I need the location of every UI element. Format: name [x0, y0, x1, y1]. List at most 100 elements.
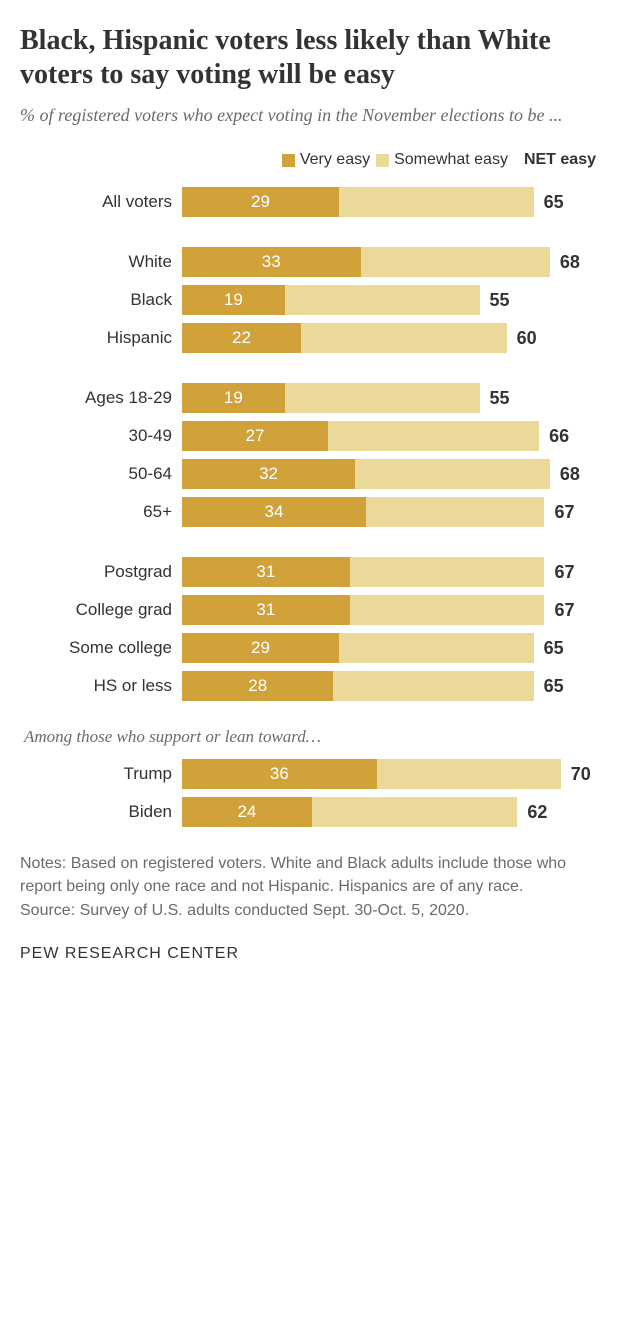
chart-row: 30-4927 66	[20, 417, 604, 455]
bar-segment-somewhat-easy	[355, 459, 550, 489]
bar-segment-somewhat-easy	[361, 247, 550, 277]
bar-area: 31 67	[182, 595, 604, 625]
row-label: Postgrad	[20, 562, 182, 582]
chart-row: All voters29 65	[20, 183, 604, 221]
row-label: 50-64	[20, 464, 182, 484]
bar-segment-somewhat-easy	[377, 759, 561, 789]
bar-area: 36 70	[182, 759, 604, 789]
bar-area: 27 66	[182, 421, 604, 451]
bar-segment-very-easy: 31	[182, 595, 350, 625]
bar-area: 22 60	[182, 323, 604, 353]
chart-group: All voters29 65	[20, 183, 604, 221]
bar-segment-very-easy: 28	[182, 671, 333, 701]
legend-net-label: NET easy	[524, 151, 596, 169]
net-value: 60	[517, 328, 537, 349]
row-label: 65+	[20, 502, 182, 522]
chart-row: College grad31 67	[20, 591, 604, 629]
row-label: HS or less	[20, 676, 182, 696]
chart-row: Some college2965	[20, 629, 604, 667]
bar-segment-somewhat-easy	[350, 595, 545, 625]
net-value: 67	[554, 600, 574, 621]
bar-segment-somewhat-easy	[339, 633, 534, 663]
bar-area: 29 65	[182, 633, 604, 663]
bar-segment-somewhat-easy	[350, 557, 545, 587]
chart-row: Trump36 70	[20, 755, 604, 793]
net-value: 65	[544, 192, 564, 213]
bar-segment-somewhat-easy	[312, 797, 518, 827]
chart-row: Hispanic22 60	[20, 319, 604, 357]
bar-segment-somewhat-easy	[301, 323, 507, 353]
row-label: Black	[20, 290, 182, 310]
bar-segment-very-easy: 33	[182, 247, 361, 277]
net-value: 62	[527, 802, 547, 823]
row-label: All voters	[20, 192, 182, 212]
chart-source: Source: Survey of U.S. adults conducted …	[20, 900, 604, 922]
bar-area: 3268	[182, 459, 604, 489]
chart-title: Black, Hispanic voters less likely than …	[20, 24, 604, 91]
bar-segment-very-easy: 27	[182, 421, 328, 451]
net-value: 67	[554, 502, 574, 523]
bar-segment-very-easy: 36	[182, 759, 377, 789]
row-label: Trump	[20, 764, 182, 784]
chart-row: Postgrad31 67	[20, 553, 604, 591]
net-value: 68	[560, 252, 580, 273]
bar-segment-very-easy: 29	[182, 187, 339, 217]
row-label: Ages 18-29	[20, 388, 182, 408]
bar-segment-very-easy: 24	[182, 797, 312, 827]
bar-segment-very-easy: 31	[182, 557, 350, 587]
row-label: White	[20, 252, 182, 272]
bar-segment-somewhat-easy	[366, 497, 545, 527]
bar-segment-very-easy: 34	[182, 497, 366, 527]
chart-row: Black1955	[20, 281, 604, 319]
row-label: 30-49	[20, 426, 182, 446]
bar-area: 1955	[182, 383, 604, 413]
chart-group: Postgrad3167College grad3167Some college…	[20, 553, 604, 705]
bar-segment-very-easy: 29	[182, 633, 339, 663]
chart-row: White33 68	[20, 243, 604, 281]
chart-row: 65+34 67	[20, 493, 604, 531]
bar-segment-somewhat-easy	[285, 383, 480, 413]
bar-area: 34 67	[182, 497, 604, 527]
bar-segment-somewhat-easy	[285, 285, 480, 315]
group-header: Among those who support or lean toward…	[20, 727, 604, 747]
row-label: Biden	[20, 802, 182, 822]
row-label: Hispanic	[20, 328, 182, 348]
org-name: PEW RESEARCH CENTER	[20, 945, 604, 963]
legend-somewhat-label: Somewhat easy	[394, 151, 508, 169]
legend-very-easy: Very easy	[282, 151, 370, 169]
net-value: 65	[544, 638, 564, 659]
chart-legend: Very easy Somewhat easy NET easy	[20, 151, 604, 169]
chart-group: White3368Black1955Hispanic2260	[20, 243, 604, 357]
legend-very-label: Very easy	[300, 151, 370, 169]
chart-subtitle: % of registered voters who expect voting…	[20, 103, 604, 127]
chart-notes: Notes: Based on registered voters. White…	[20, 853, 604, 898]
net-value: 55	[490, 290, 510, 311]
chart-row: Biden24 62	[20, 793, 604, 831]
bar-area: 29 65	[182, 187, 604, 217]
bar-segment-somewhat-easy	[328, 421, 539, 451]
net-value: 66	[549, 426, 569, 447]
bar-area: 33 68	[182, 247, 604, 277]
net-value: 65	[544, 676, 564, 697]
bar-segment-very-easy: 19	[182, 285, 285, 315]
chart-group: Among those who support or lean toward… T…	[20, 727, 604, 831]
bar-segment-somewhat-easy	[333, 671, 533, 701]
chart-row: 50-643268	[20, 455, 604, 493]
swatch-very-easy	[282, 154, 295, 167]
bar-area: 1955	[182, 285, 604, 315]
chart-row: Ages 18-291955	[20, 379, 604, 417]
bar-segment-very-easy: 19	[182, 383, 285, 413]
net-value: 70	[571, 764, 591, 785]
bar-segment-very-easy: 32	[182, 459, 355, 489]
legend-somewhat-easy: Somewhat easy	[376, 151, 508, 169]
bar-segment-somewhat-easy	[339, 187, 534, 217]
bar-chart: All voters2965White3368Black1955Hispanic…	[20, 183, 604, 831]
bar-area: 28 65	[182, 671, 604, 701]
swatch-somewhat-easy	[376, 154, 389, 167]
bar-area: 24 62	[182, 797, 604, 827]
net-value: 67	[554, 562, 574, 583]
row-label: College grad	[20, 600, 182, 620]
chart-row: HS or less28 65	[20, 667, 604, 705]
bar-area: 31 67	[182, 557, 604, 587]
bar-segment-very-easy: 22	[182, 323, 301, 353]
